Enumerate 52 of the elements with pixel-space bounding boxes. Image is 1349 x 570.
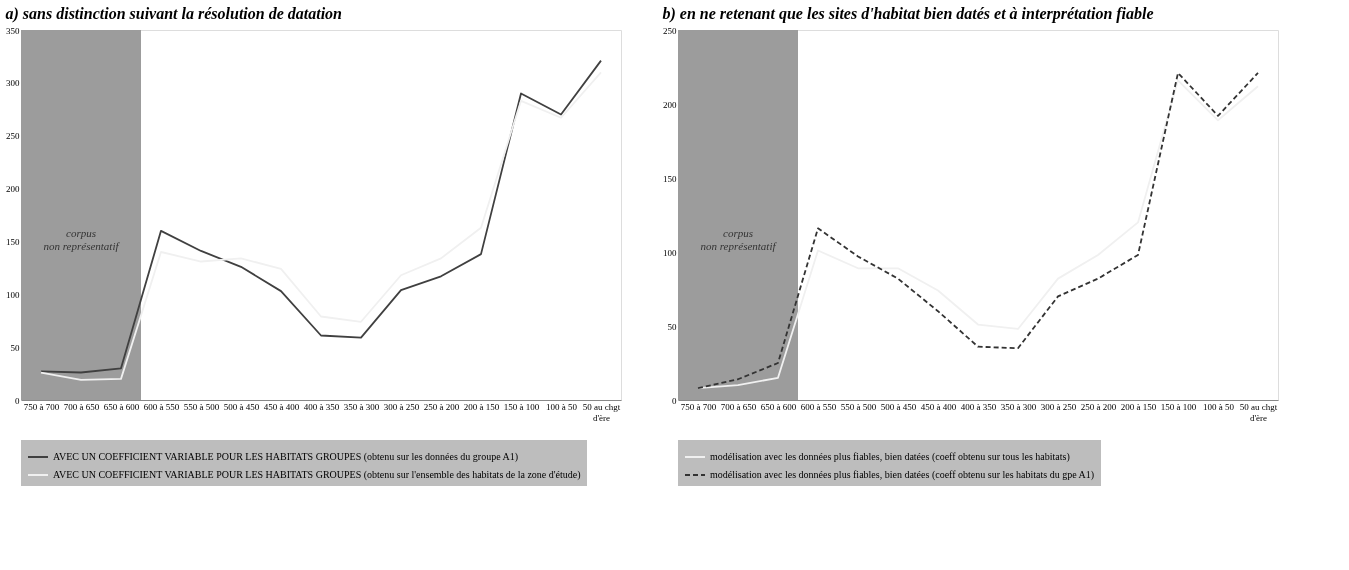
x-tick-label: 650 à 600 [103,401,140,412]
x-tick-label: 500 à 450 [223,401,260,412]
x-tick-label: 600 à 550 [800,401,837,412]
legend-label: modélisation avec les données plus fiables, bien datées (coeff obtenu sur les habitats du gpe A1) [710,469,1095,481]
chart-title: b) en ne retenant que les sites d'habitat bien datés et à interprétation fiable [662,5,1154,23]
y-tick-label: 100 [6,289,20,300]
y-tick-label: 50 [10,342,20,353]
x-tick-label: 550 à 500 [183,401,220,412]
legend-label: modélisation avec les données plus fiables, bien datées (coeff obtenu sur tous les habitats) [710,451,1070,463]
x-tick-label: 500 à 450 [880,401,917,412]
y-tick-label: 200 [6,184,20,195]
x-tick-label: 300 à 250 [383,401,420,412]
x-tick-label: 650 à 600 [760,401,797,412]
x-tick-label: 250 à 200 [1080,401,1117,412]
y-tick-label: 350 [6,25,20,36]
x-tick-label: 300 à 250 [1040,401,1077,412]
legend-label: AVEC UN COEFFICIENT VARIABLE POUR LES HABITATS GROUPES (obtenu sur les données du groupe A1) [53,451,519,463]
y-tick-label: 150 [6,236,20,247]
x-tick-label: 150 à 100 [1160,401,1197,412]
y-tick-label: 50 [667,321,677,332]
x-tick-label: 700 à 650 [720,401,757,412]
x-tick-label: 50 au chgt d'ère [582,401,621,423]
x-tick-label: 400 à 350 [303,401,340,412]
y-tick-label: 250 [6,131,20,142]
x-tick-label: 450 à 400 [920,401,957,412]
y-tick-label: 0 [672,395,677,406]
x-tick-label: 600 à 550 [143,401,180,412]
x-tick-label: 200 à 150 [1120,401,1157,412]
x-tick-label: 100 à 50 [546,401,578,412]
x-tick-label: 700 à 650 [63,401,100,412]
x-tick-label: 750 à 700 [23,401,60,412]
x-tick-label: 100 à 50 [1203,401,1235,412]
x-tick-label: 400 à 350 [960,401,997,412]
y-tick-label: 100 [663,247,677,258]
band-label: corpus non représentatif [700,226,778,252]
x-tick-label: 150 à 100 [503,401,540,412]
x-tick-label: 50 au chgt d'ère [1239,401,1278,423]
x-tick-label: 200 à 150 [463,401,500,412]
legend-label: AVEC UN COEFFICIENT VARIABLE POUR LES HABITATS GROUPES (obtenu sur l'ensemble des habitats de la zone d'étude) [53,469,581,481]
x-tick-label: 350 à 300 [1000,401,1037,412]
x-tick-label: 550 à 500 [840,401,877,412]
y-tick-label: 250 [663,25,677,36]
chart-title: a) sans distinction suivant la résolution de datation [5,5,343,23]
y-tick-label: 150 [663,173,677,184]
x-tick-label: 450 à 400 [263,401,300,412]
y-tick-label: 200 [663,99,677,110]
x-tick-label: 750 à 700 [680,401,717,412]
x-tick-label: 250 à 200 [423,401,460,412]
y-tick-label: 0 [15,395,20,406]
x-tick-label: 350 à 300 [343,401,380,412]
band-label: corpus non représentatif [43,226,121,252]
y-tick-label: 300 [6,78,20,89]
